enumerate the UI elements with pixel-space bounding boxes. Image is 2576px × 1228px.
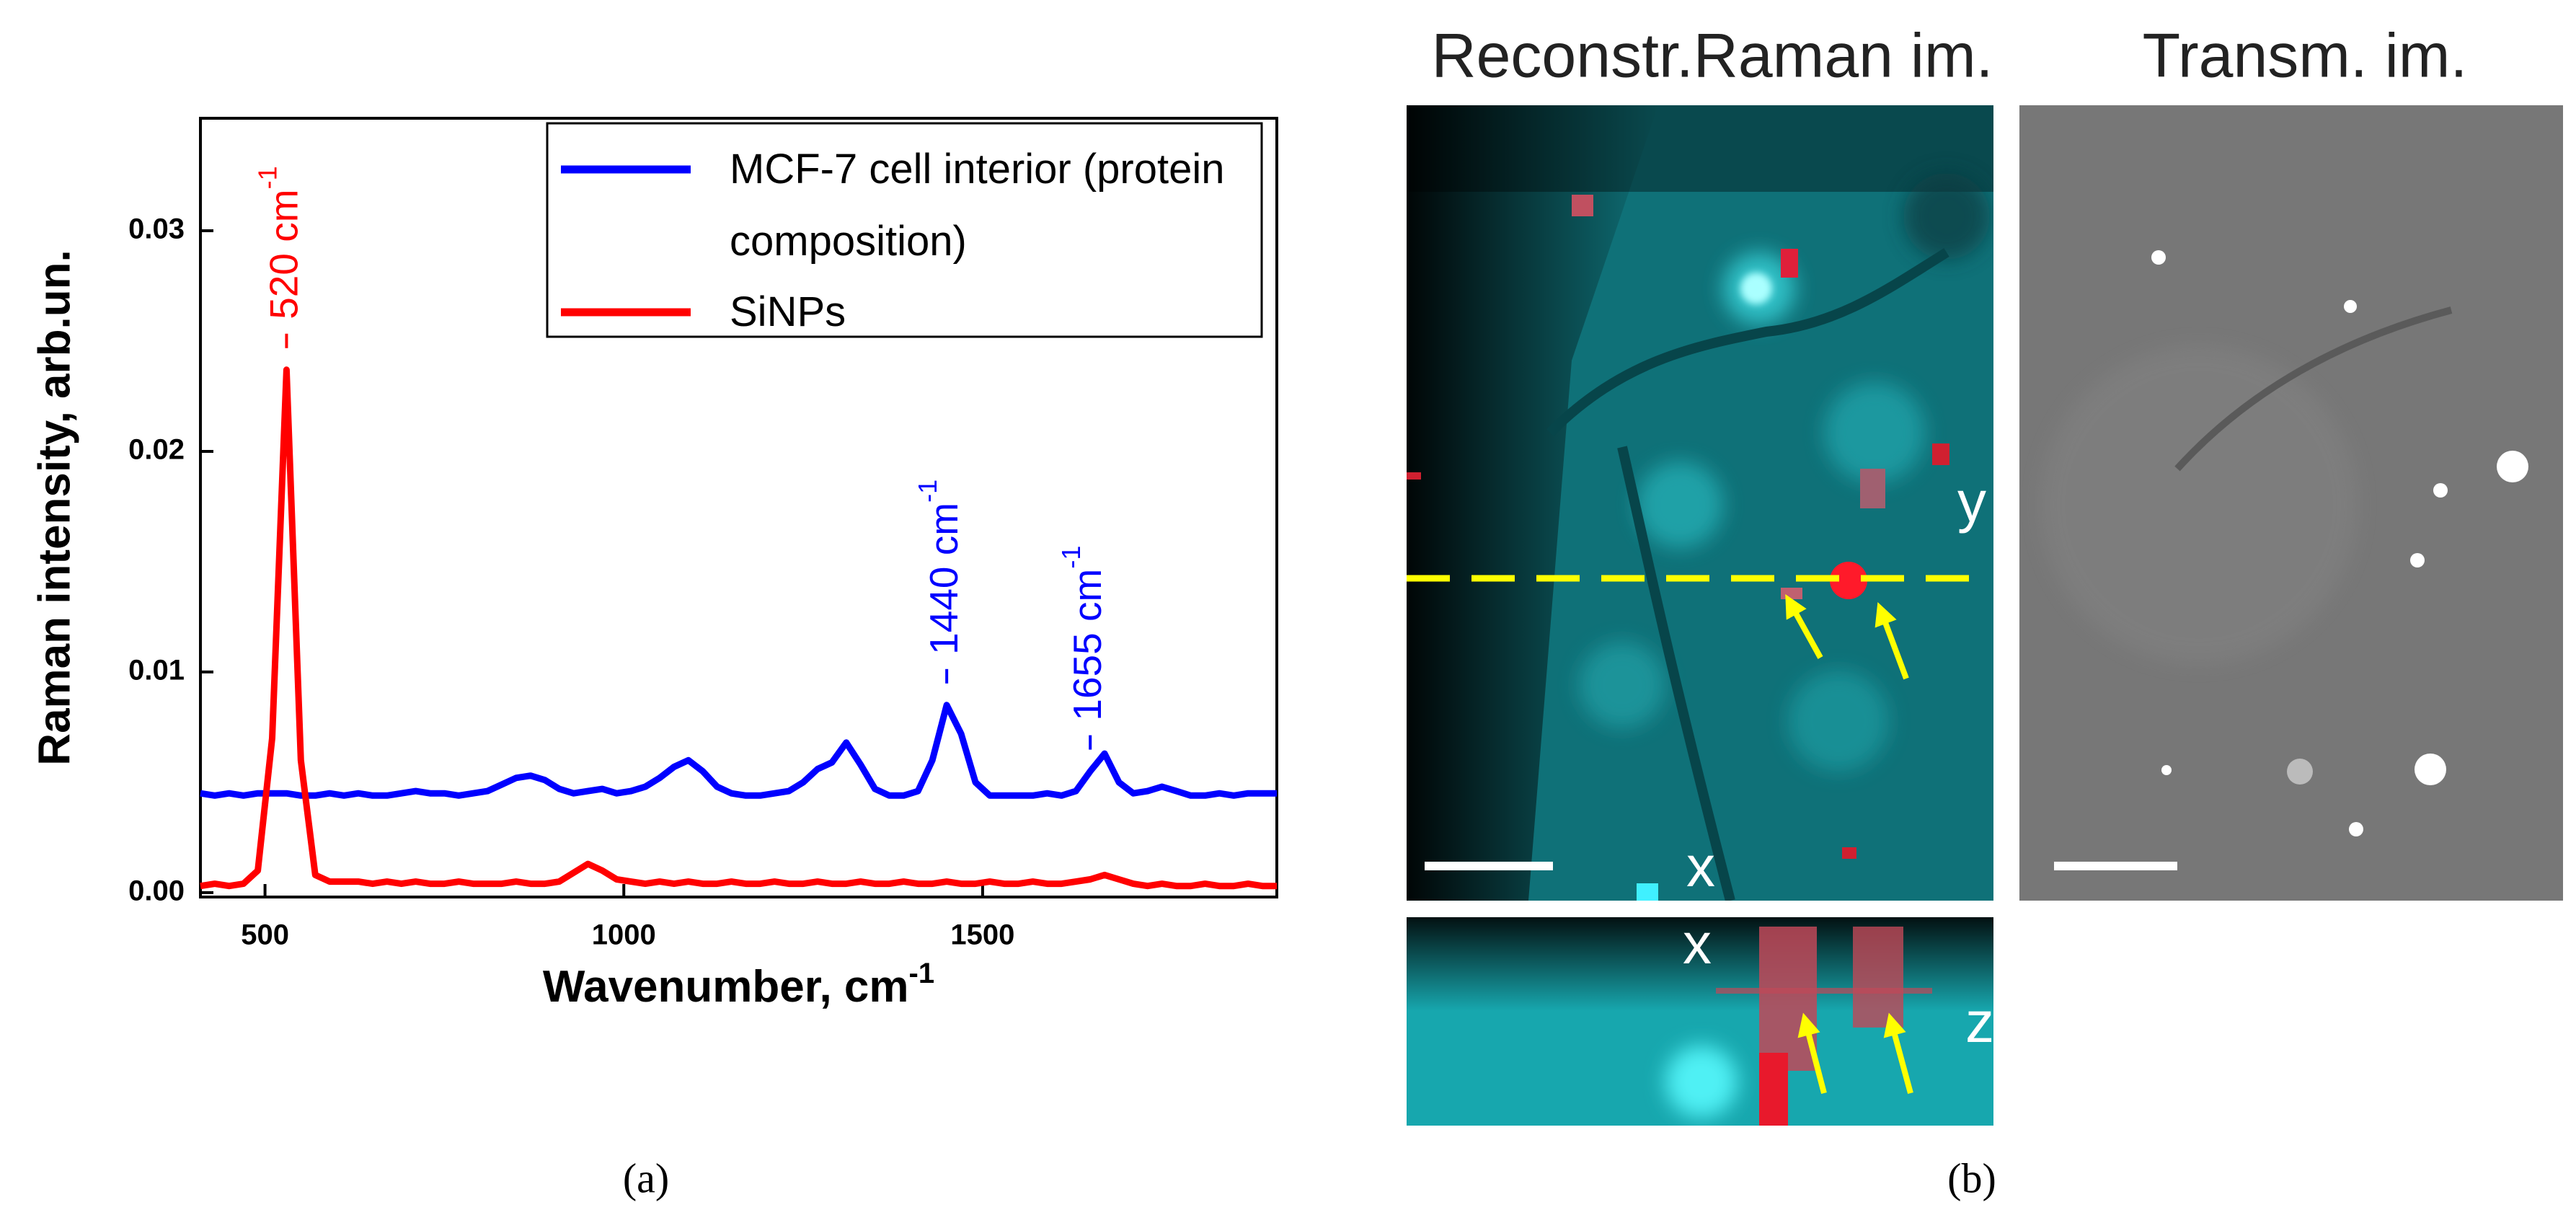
- y-tick-label: 0.00: [128, 875, 185, 906]
- raman-image: [1407, 105, 1993, 901]
- annotation-text: 520 cm: [261, 189, 306, 319]
- y-tick-label: 0.03: [128, 213, 185, 245]
- annotation-text: 1440 cm: [921, 503, 966, 655]
- transmission-image: [2019, 105, 2563, 901]
- panel-title: Transm. im.: [2143, 22, 2468, 91]
- panel-title: Reconstr.Raman im.: [1431, 22, 1993, 91]
- plot-area: [200, 366, 1277, 890]
- series-line: [200, 702, 1277, 799]
- raman-xz-image: [1407, 917, 1993, 1126]
- x-axis-label: Wavenumber, cm-1: [543, 958, 934, 1012]
- legend-box: [546, 122, 1263, 338]
- legend-label: SiNPs: [730, 288, 846, 335]
- annotation: 1440 cm-1: [913, 480, 966, 655]
- x-axis-label-sup: -1: [909, 958, 935, 989]
- annotation: 520 cm-1: [252, 166, 306, 319]
- x-tick-label: 500: [241, 919, 289, 951]
- annotation-sup: -1: [913, 480, 942, 503]
- y-axis-label: Raman intensity, arb.un.: [30, 249, 79, 765]
- caption: (b): [1947, 1154, 1996, 1201]
- annotation: 1655 cm-1: [1056, 546, 1110, 721]
- axis-letter: x: [1683, 911, 1712, 976]
- x-axis-label-text: Wavenumber, cm: [543, 962, 909, 1012]
- annotation-sup: -1: [252, 166, 282, 189]
- x-tick-label: 1500: [950, 919, 1014, 951]
- axis-letter: x: [1686, 834, 1715, 898]
- x-tick-label: 1000: [592, 919, 656, 951]
- plot-frame: [199, 117, 1278, 898]
- y-tick-label: 0.01: [128, 654, 185, 686]
- annotation-text: 1655 cm: [1065, 569, 1110, 721]
- y-tick-label: 0.02: [128, 434, 185, 466]
- caption: (a): [623, 1154, 669, 1201]
- axis-letter: y: [1957, 469, 1986, 534]
- axis-letter: z: [1965, 990, 1994, 1054]
- legend-label: MCF-7 cell interior (protein composition…: [730, 146, 1225, 265]
- series-line: [200, 366, 1277, 890]
- annotation-sup: -1: [1056, 546, 1086, 569]
